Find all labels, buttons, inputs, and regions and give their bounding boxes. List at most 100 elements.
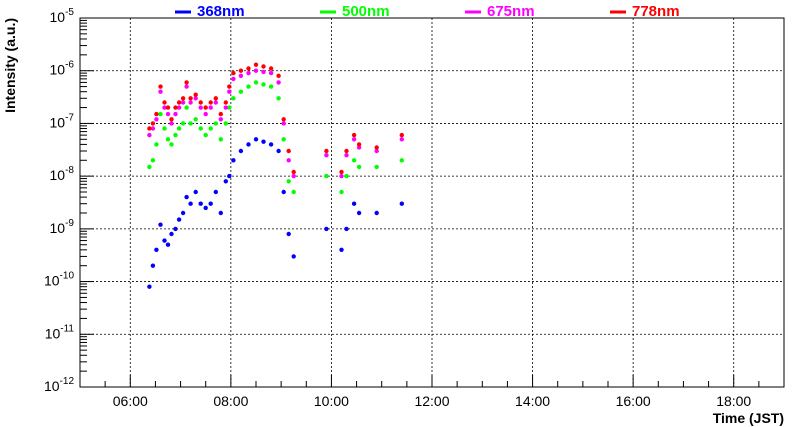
data-point-368nm bbox=[203, 205, 208, 211]
y-tick-label-exponent: -12 bbox=[60, 376, 75, 387]
data-point-675nm bbox=[339, 173, 344, 179]
data-point-500nm bbox=[173, 132, 178, 138]
data-point-778nm bbox=[218, 111, 223, 117]
data-point-368nm bbox=[231, 158, 236, 163]
data-point-675nm bbox=[158, 89, 163, 94]
series-675nm bbox=[147, 68, 404, 179]
data-point-778nm bbox=[399, 132, 404, 138]
data-point-500nm bbox=[218, 137, 223, 142]
x-tick-label: 16:00 bbox=[616, 393, 651, 409]
data-point-778nm bbox=[261, 64, 266, 69]
data-point-778nm bbox=[339, 169, 344, 175]
data-point-778nm bbox=[208, 100, 213, 105]
data-point-368nm bbox=[339, 247, 344, 252]
data-point-778nm bbox=[180, 96, 186, 101]
data-point-675nm bbox=[231, 76, 236, 82]
data-point-675nm bbox=[276, 80, 281, 85]
data-point-675nm bbox=[281, 121, 286, 126]
data-point-675nm bbox=[188, 100, 193, 105]
y-tick-label-base: 10 bbox=[44, 378, 60, 394]
data-point-675nm bbox=[154, 117, 159, 122]
legend-label-675nm: 675nm bbox=[487, 3, 535, 20]
series-500nm bbox=[147, 80, 404, 195]
data-point-500nm bbox=[165, 137, 171, 142]
data-point-675nm bbox=[165, 111, 171, 117]
y-tick-label-base: 10 bbox=[44, 273, 60, 289]
data-point-368nm bbox=[147, 284, 152, 289]
data-point-778nm bbox=[238, 68, 244, 73]
y-tick-label: 10-11 bbox=[45, 323, 75, 341]
data-point-675nm bbox=[324, 153, 329, 158]
data-point-368nm bbox=[223, 179, 228, 184]
y-tick-label-base: 10 bbox=[45, 325, 61, 341]
data-point-500nm bbox=[208, 126, 213, 131]
data-point-778nm bbox=[154, 111, 159, 117]
data-point-500nm bbox=[198, 126, 203, 131]
y-tick-label-base: 10 bbox=[50, 114, 66, 130]
y-tick-label-exponent: -11 bbox=[60, 323, 74, 334]
data-point-778nm bbox=[176, 100, 182, 105]
data-point-675nm bbox=[344, 153, 349, 158]
data-point-778nm bbox=[286, 148, 291, 154]
data-point-675nm bbox=[203, 111, 208, 117]
data-point-675nm bbox=[253, 68, 259, 73]
data-point-778nm bbox=[184, 80, 189, 85]
data-point-675nm bbox=[218, 117, 223, 122]
data-point-778nm bbox=[281, 117, 286, 122]
data-point-368nm bbox=[399, 201, 404, 206]
y-tick-label-exponent: -9 bbox=[65, 218, 74, 229]
data-point-778nm bbox=[344, 148, 349, 154]
data-point-675nm bbox=[268, 70, 274, 76]
x-tick-label: 06:00 bbox=[113, 393, 148, 409]
x-tick-label: 08:00 bbox=[213, 393, 248, 409]
data-point-368nm bbox=[238, 148, 244, 154]
data-point-368nm bbox=[208, 201, 213, 206]
data-point-778nm bbox=[169, 117, 174, 122]
y-axis-title: Intensity (a.u.) bbox=[2, 18, 18, 113]
legend-label-500nm: 500nm bbox=[342, 3, 390, 20]
data-point-500nm bbox=[147, 164, 152, 170]
data-point-368nm bbox=[281, 189, 286, 195]
y-tick-label-exponent: -5 bbox=[65, 7, 74, 18]
data-point-368nm bbox=[158, 222, 163, 227]
data-point-368nm bbox=[180, 210, 186, 216]
y-tick-label: 10-12 bbox=[44, 376, 74, 394]
data-point-778nm bbox=[246, 66, 251, 71]
data-point-500nm bbox=[184, 105, 189, 110]
data-point-500nm bbox=[246, 84, 251, 89]
data-point-675nm bbox=[399, 137, 404, 142]
data-point-500nm bbox=[223, 121, 228, 126]
data-point-500nm bbox=[150, 158, 156, 163]
data-point-500nm bbox=[281, 137, 286, 142]
series-368nm bbox=[147, 137, 404, 289]
data-point-368nm bbox=[198, 201, 203, 206]
data-point-500nm bbox=[253, 80, 259, 85]
data-point-368nm bbox=[176, 217, 182, 222]
data-point-500nm bbox=[339, 189, 344, 195]
data-point-368nm bbox=[344, 226, 349, 232]
data-point-500nm bbox=[351, 158, 357, 163]
data-point-500nm bbox=[286, 179, 291, 184]
data-point-778nm bbox=[165, 105, 171, 110]
data-point-500nm bbox=[188, 121, 193, 126]
data-point-500nm bbox=[261, 82, 266, 87]
data-point-675nm bbox=[374, 148, 379, 154]
data-point-500nm bbox=[399, 158, 404, 163]
data-point-675nm bbox=[227, 89, 232, 94]
y-tick-label-exponent: -8 bbox=[65, 165, 74, 176]
data-point-675nm bbox=[238, 73, 244, 79]
data-point-368nm bbox=[246, 142, 251, 147]
data-point-778nm bbox=[150, 121, 156, 126]
data-point-675nm bbox=[208, 105, 213, 110]
data-point-675nm bbox=[180, 100, 186, 105]
data-point-368nm bbox=[154, 247, 159, 252]
x-tick-label: 14:00 bbox=[515, 393, 550, 409]
data-point-675nm bbox=[169, 121, 174, 126]
data-point-778nm bbox=[324, 148, 329, 154]
data-point-368nm bbox=[162, 238, 167, 243]
data-point-368nm bbox=[173, 226, 178, 232]
data-point-778nm bbox=[374, 145, 379, 150]
data-point-500nm bbox=[227, 105, 232, 110]
y-tick-label-exponent: -10 bbox=[60, 271, 75, 282]
